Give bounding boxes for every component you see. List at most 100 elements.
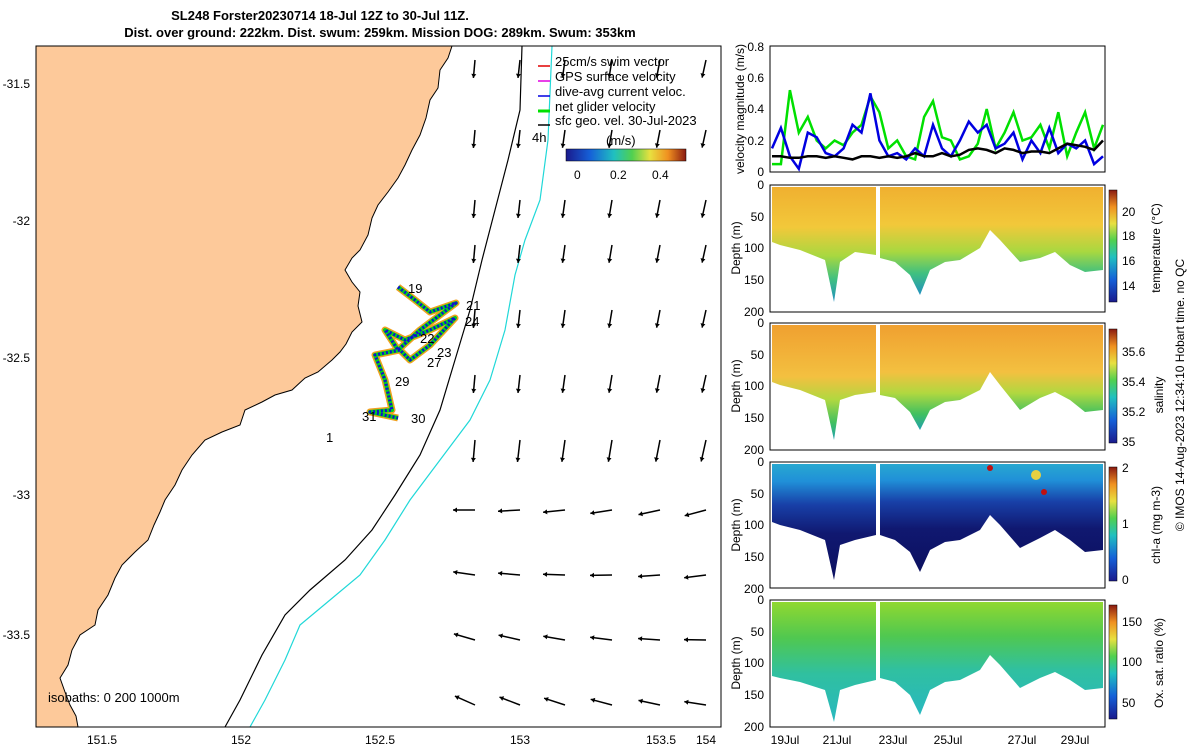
velocity-arrowhead (560, 213, 566, 218)
velocity-arrowhead (560, 258, 566, 263)
velocity-arrowhead (700, 258, 706, 263)
chla-section (880, 464, 1103, 572)
y-tick-label: 0.8 (747, 40, 764, 54)
velocity-arrowhead (607, 73, 613, 78)
temperature-colorbar (1108, 189, 1118, 303)
isobath-label: isobaths: 0 200 1000m (48, 690, 180, 705)
chla-hotspot (987, 465, 993, 471)
colorbar-tick: 20 (1122, 205, 1136, 219)
depth-ylabel: Depth (m) (729, 221, 743, 274)
y-tick-label: 0 (757, 178, 764, 192)
day-label: 23 (437, 345, 451, 360)
velocity-arrowhead (699, 457, 705, 462)
salinity-section (880, 325, 1103, 430)
oxygen-panel: 50 100 150 Ox. sat. ratio (%) 0 50 100 1… (729, 593, 1166, 734)
velocity-arrowhead (607, 258, 613, 263)
y-tick-label: 50 (751, 487, 765, 501)
speed-colorbar (565, 148, 687, 162)
velocity-arrowhead (515, 73, 521, 78)
colorbar-tick: 0.2 (610, 168, 627, 182)
velocity-arrowhead (638, 573, 643, 579)
velocity-series-line-0 (772, 89, 1105, 166)
colorbar-tick: 35.6 (1122, 345, 1146, 359)
velocity-arrowhead (515, 213, 521, 218)
colorbar-tick: 0 (574, 168, 581, 182)
date-tick-label: 25Jul (934, 733, 963, 747)
salinity-panel: 35 35.2 35.4 35.6 salinity 0 50 100 150 … (729, 316, 1166, 457)
isobath-1000m (249, 45, 553, 728)
velocity-arrowhead (515, 258, 521, 263)
y-tick-label: 200 (744, 443, 764, 457)
y-tick-label: 100 (744, 518, 764, 532)
date-tick-label: 27Jul (1008, 733, 1037, 747)
y-tick-label: 150 (744, 688, 764, 702)
velocity-arrowhead (471, 388, 477, 393)
glider-track (366, 284, 460, 422)
velocity-arrowhead (684, 699, 689, 705)
land-mass (35, 45, 453, 728)
velocity-arrowhead (543, 634, 548, 640)
depth-ylabel: Depth (m) (729, 636, 743, 689)
y-tick-label: 200 (744, 582, 764, 596)
x-tick-label: 154 (696, 733, 716, 747)
velocity-arrowhead (700, 213, 706, 218)
velocity-panel: 0 0.2 0.4 0.6 0.8 velocity magnitude (m/… (733, 40, 1106, 179)
velocity-arrowhead (560, 73, 566, 78)
colorbar-tick: 35.4 (1122, 375, 1146, 389)
velocity-arrowhead (498, 633, 503, 639)
colorbar-tick: 0.4 (652, 168, 669, 182)
y-tick-label: 100 (744, 241, 764, 255)
date-tick-label: 19Jul (771, 733, 800, 747)
velocity-arrowhead (560, 388, 566, 393)
y-tick-label: 0 (757, 316, 764, 330)
velocity-arrowhead (454, 695, 460, 700)
colorbar-tick: 2 (1122, 461, 1129, 475)
y-tick-label: 0 (757, 455, 764, 469)
velocity-arrowhead (654, 388, 660, 393)
velocity-arrowhead (453, 570, 458, 575)
day-label: 1 (326, 430, 333, 445)
velocity-arrowhead (590, 697, 596, 703)
colorbar-units: (m/s) (606, 133, 636, 148)
velocity-arrowhead (471, 143, 477, 148)
legend-entry: sfc geo. vel. 30-Jul-2023 (555, 113, 697, 128)
velocity-arrowhead (654, 258, 660, 263)
chart-title-line1: SL248 Forster20230714 18-Jul 12Z to 30-J… (171, 8, 469, 23)
velocity-arrowhead (471, 73, 477, 78)
velocity-arrowhead (543, 509, 548, 515)
velocity-arrowhead (590, 635, 595, 641)
velocity-arrowhead (515, 143, 521, 148)
map-panel: 19 21 24 22 23 27 29 31 30 1 isobaths: 0… (3, 45, 722, 747)
legend-entry: net glider velocity (555, 99, 656, 114)
velocity-arrowhead (498, 508, 503, 514)
y-tick-label: 50 (751, 210, 765, 224)
day-label: 29 (395, 374, 409, 389)
velocity-arrowhead (684, 574, 689, 580)
velocity-arrowhead (684, 637, 688, 643)
colorbar-tick: 18 (1122, 229, 1136, 243)
oxygen-colorbar (1108, 604, 1118, 720)
oxygen-section (772, 602, 876, 722)
date-tick-label: 23Jul (879, 733, 908, 747)
velocity-arrowhead (700, 323, 706, 328)
oxygen-section (880, 602, 1103, 715)
y-tick-label: -33 (13, 488, 31, 502)
legend-entry: 25cm/s swim vector (555, 54, 670, 69)
chla-hotspot (1031, 470, 1041, 480)
colorbar-tick: 150 (1122, 615, 1142, 629)
map-legend: 25cm/s swim vector GPS surface velocity … (532, 54, 697, 182)
velocity-arrowhead (498, 570, 503, 576)
colorbar-tick: 1 (1122, 517, 1129, 531)
y-tick-label: -32.5 (3, 351, 31, 365)
x-tick-label: 152.5 (365, 733, 395, 747)
velocity-arrowhead (638, 636, 643, 642)
velocity-arrowhead (700, 73, 706, 78)
day-label: 19 (408, 281, 422, 296)
temperature-panel: 14 16 18 20 temperature (°C) 0 50 100 15… (729, 178, 1163, 319)
y-tick-label: 150 (744, 273, 764, 287)
velocity-arrowhead (543, 571, 548, 577)
velocity-arrowhead (607, 143, 613, 148)
legend-entry: dive-avg current veloc. (555, 84, 686, 99)
y-tick-label: 100 (744, 656, 764, 670)
